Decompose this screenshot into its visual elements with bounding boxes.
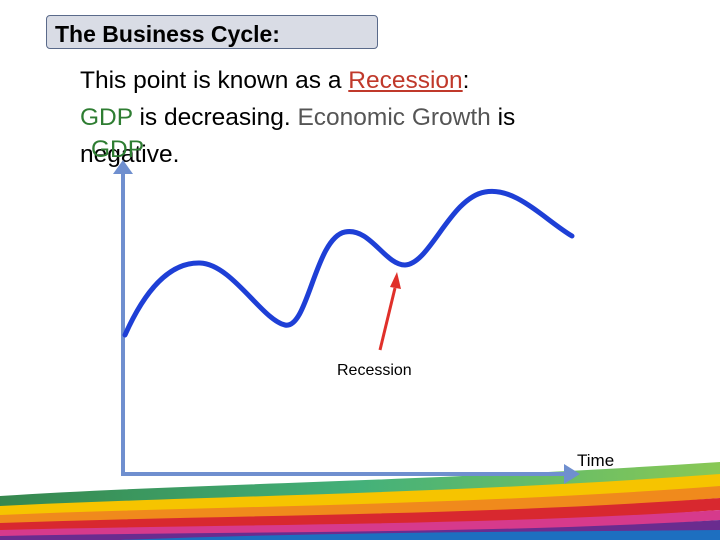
description-line-2: GDP is decreasing. Economic Growth is xyxy=(80,99,680,136)
description-line-1: This point is known as a Recession: xyxy=(80,62,680,99)
title-box xyxy=(46,15,378,49)
recession-keyword: Recession xyxy=(348,67,463,94)
axes xyxy=(113,160,580,484)
description-text: This point is known as a Recession: GDP … xyxy=(80,62,680,173)
line1-colon: : xyxy=(462,67,470,94)
recession-annotation: Recession xyxy=(337,362,412,379)
description-line-3: negative. xyxy=(80,136,680,173)
footer-swoosh-orange xyxy=(0,486,720,526)
business-cycle-curve xyxy=(122,188,575,338)
line2-middle: is decreasing. xyxy=(132,104,298,131)
footer-swoosh-blue xyxy=(120,530,720,540)
slide-title: The Business Cycle: xyxy=(55,21,280,47)
recession-arrow xyxy=(378,272,401,351)
x-axis-arrowhead xyxy=(564,464,580,484)
y-axis-label: GDP xyxy=(91,136,145,163)
footer-swoosh-yellow xyxy=(0,474,720,518)
y-axis-arrowhead xyxy=(113,160,133,174)
growth-keyword: Economic Growth xyxy=(297,104,491,131)
footer-swoosh-red xyxy=(0,498,720,533)
line2-end: is xyxy=(490,104,516,131)
x-axis-label: Time xyxy=(577,451,614,470)
recession-arrowhead xyxy=(390,272,401,289)
gdp-keyword: GDP xyxy=(80,104,133,131)
line3-text: negative. xyxy=(80,141,180,168)
footer-swoosh-pink xyxy=(0,510,720,540)
line1-start: This point is known as a xyxy=(80,67,349,94)
